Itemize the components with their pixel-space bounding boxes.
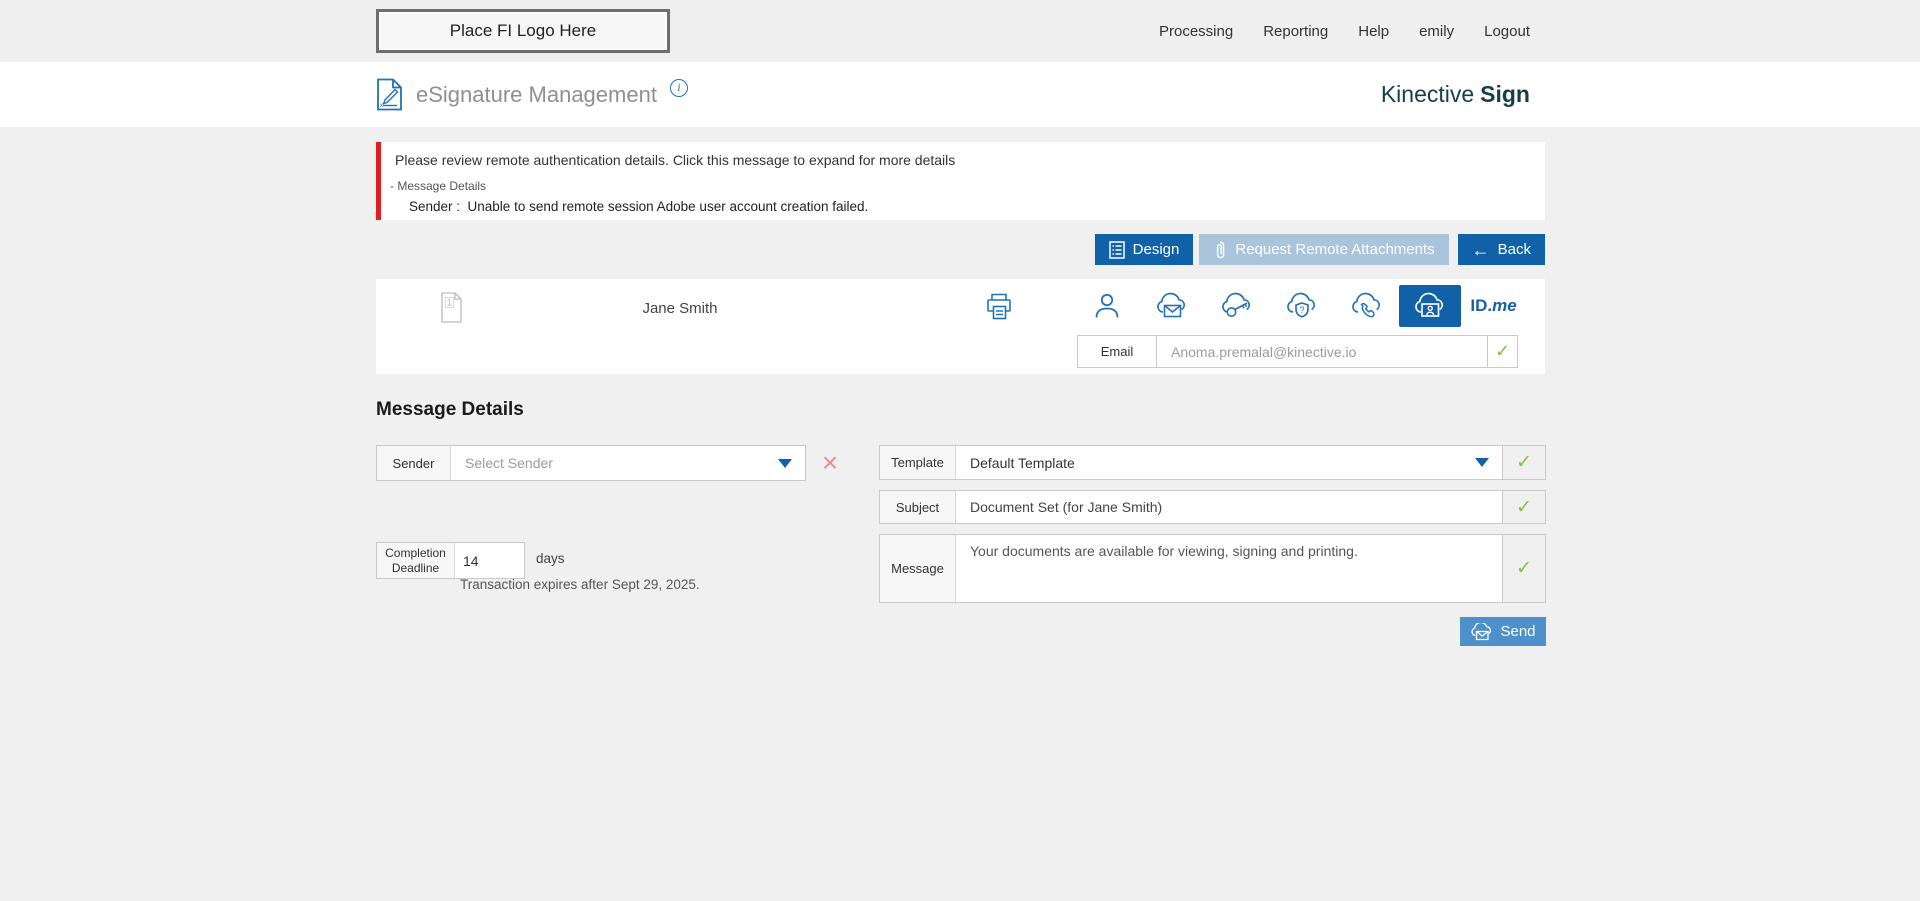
document-count-icon[interactable]: 1 xyxy=(438,291,464,324)
esignature-document-pen-icon: x xyxy=(376,78,403,111)
main-content: Please review remote authentication deta… xyxy=(376,127,1546,901)
nav-help[interactable]: Help xyxy=(1358,22,1390,40)
sender-select-row: Sender Select Sender xyxy=(376,445,806,481)
kinective-sign-logo: Kinective Sign xyxy=(1380,81,1530,107)
cloud-email-icon[interactable] xyxy=(1139,285,1204,327)
top-nav: Processing Reporting Help emily Logout xyxy=(1159,0,1530,62)
sender-label: Sender xyxy=(377,446,451,480)
idme-logo[interactable]: ID. me xyxy=(1461,285,1526,327)
template-select[interactable]: Default Template xyxy=(970,454,1075,471)
request-remote-attachments-label: Request Remote Attachments xyxy=(1235,241,1435,258)
sender-select[interactable]: Select Sender xyxy=(465,455,553,471)
cloud-id-verification-icon[interactable] xyxy=(1399,285,1461,327)
svg-text:?: ? xyxy=(1299,305,1304,315)
subject-valid-check-icon: ✓ xyxy=(1502,491,1545,523)
message-row: Message Your documents are available for… xyxy=(879,534,1546,603)
subject-row: Subject Document Set (for Jane Smith) ✓ xyxy=(879,490,1546,524)
template-label: Template xyxy=(880,446,956,479)
sender-dropdown-caret-icon[interactable] xyxy=(778,458,792,468)
request-remote-attachments-button[interactable]: Request Remote Attachments xyxy=(1199,234,1449,265)
cloud-access-code-icon[interactable] xyxy=(1204,285,1269,327)
back-button-label: Back xyxy=(1497,241,1531,258)
fi-logo-placeholder: Place FI Logo Here xyxy=(376,9,670,53)
page-title: eSignature Management xyxy=(416,81,657,107)
recipient-card: 1 Jane Smith xyxy=(376,279,1545,374)
idme-label-italic: me xyxy=(1492,296,1517,315)
page-header: x eSignature Management i Kinective Sign xyxy=(0,62,1920,127)
remote-auth-alert[interactable]: Please review remote authentication deta… xyxy=(376,142,1545,220)
template-dropdown-caret-icon[interactable] xyxy=(1475,458,1489,467)
info-icon[interactable]: i xyxy=(669,78,688,97)
message-textarea[interactable]: Your documents are available for viewing… xyxy=(970,543,1358,559)
email-field-label: Email xyxy=(1078,336,1157,367)
nav-processing[interactable]: Processing xyxy=(1158,22,1234,40)
sender-clear-icon[interactable]: × xyxy=(821,447,839,478)
message-valid-check-icon: ✓ xyxy=(1502,535,1545,602)
top-bar: Place FI Logo Here Processing Reporting … xyxy=(0,0,1920,62)
deadline-unit-label: days xyxy=(536,551,565,566)
idme-label-bold: ID. xyxy=(1470,296,1493,315)
completion-deadline-row: Completion Deadline 14 xyxy=(376,542,525,579)
completion-deadline-input[interactable]: 14 xyxy=(463,552,479,569)
svg-text:1: 1 xyxy=(447,298,452,308)
subject-label: Subject xyxy=(880,491,956,523)
template-valid-check-icon: ✓ xyxy=(1502,446,1545,479)
recipient-email-field: Email Anoma.premalal@kinective.io ✓ xyxy=(1077,335,1518,368)
in-person-signer-icon[interactable] xyxy=(1074,285,1139,327)
design-button[interactable]: Design xyxy=(1094,234,1194,265)
paperclip-icon xyxy=(1213,240,1227,260)
back-arrow-icon: ← xyxy=(1471,239,1490,260)
nav-user-emily[interactable]: emily xyxy=(1419,22,1455,40)
message-details-heading: Message Details xyxy=(376,399,524,420)
nav-logout[interactable]: Logout xyxy=(1484,22,1530,40)
printer-icon[interactable] xyxy=(984,292,1014,322)
email-valid-check-icon: ✓ xyxy=(1487,336,1517,367)
send-button-label: Send xyxy=(1500,623,1536,640)
authentication-options: ? ID. me xyxy=(1074,285,1526,327)
expiration-note: Transaction expires after Sept 29, 2025. xyxy=(460,577,700,592)
send-button[interactable]: Send xyxy=(1460,617,1546,646)
recipient-name: Jane Smith xyxy=(642,300,718,317)
alert-section-label: - Message Details xyxy=(390,179,487,193)
cloud-phone-icon[interactable] xyxy=(1334,285,1399,327)
design-button-label: Design xyxy=(1132,241,1180,258)
back-button[interactable]: ← Back xyxy=(1457,234,1545,265)
svg-text:x: x xyxy=(380,103,383,109)
alert-summary-text: Please review remote authentication deta… xyxy=(395,152,956,168)
completion-deadline-label: Completion Deadline xyxy=(377,543,455,578)
action-buttons: Design Request Remote Attachments ← Back xyxy=(1094,234,1545,265)
send-cloud-email-icon xyxy=(1470,622,1493,641)
nav-reporting[interactable]: Reporting xyxy=(1263,22,1329,40)
subject-input[interactable]: Document Set (for Jane Smith) xyxy=(970,499,1163,515)
cloud-security-question-icon[interactable]: ? xyxy=(1269,285,1334,327)
message-label: Message xyxy=(880,535,956,602)
alert-detail-text: Sender : Unable to send remote session A… xyxy=(409,199,869,214)
email-input[interactable]: Anoma.premalal@kinective.io xyxy=(1171,343,1357,360)
template-select-row: Template Default Template ✓ xyxy=(879,445,1546,480)
design-document-icon xyxy=(1108,240,1125,259)
